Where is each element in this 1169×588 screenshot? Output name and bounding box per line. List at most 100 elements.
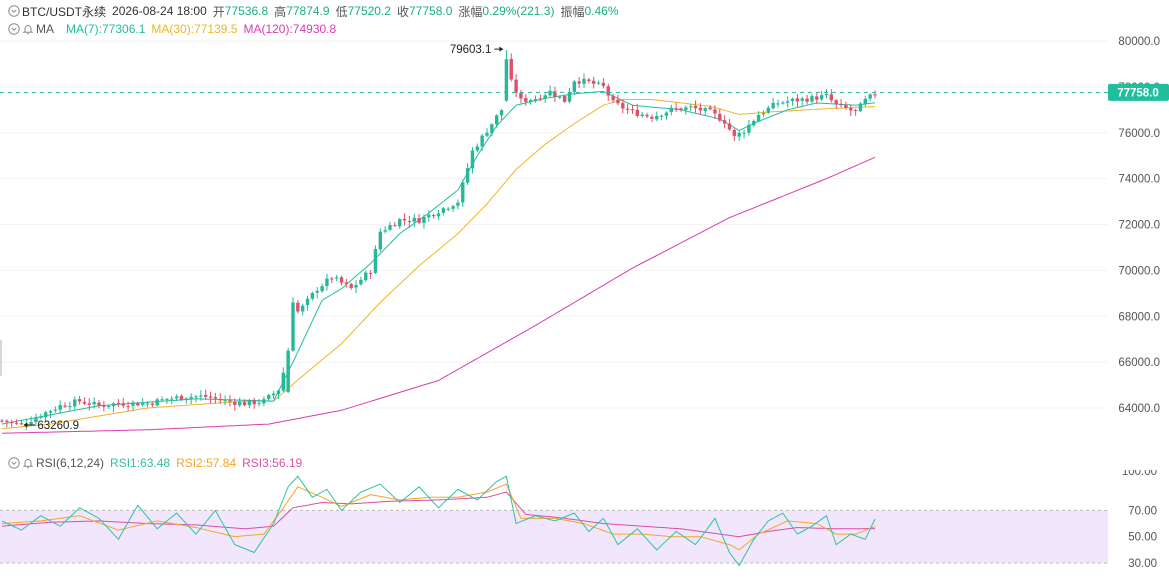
candle bbox=[170, 395, 174, 405]
candle bbox=[334, 274, 339, 282]
candle bbox=[223, 395, 227, 406]
candle-body bbox=[398, 219, 402, 227]
candle-body bbox=[39, 416, 43, 418]
circle-chevron-icon[interactable] bbox=[8, 457, 20, 469]
candle-body bbox=[514, 79, 518, 93]
rsi1-line bbox=[1, 475, 876, 567]
candle-body bbox=[781, 102, 785, 104]
candle-body bbox=[393, 225, 397, 227]
candle bbox=[73, 396, 77, 410]
candle bbox=[14, 419, 19, 425]
candle bbox=[451, 204, 455, 212]
candle bbox=[252, 397, 256, 409]
candle bbox=[742, 129, 746, 139]
candle-body bbox=[189, 396, 193, 399]
candle bbox=[388, 221, 392, 232]
candle bbox=[344, 278, 349, 288]
bell-icon[interactable] bbox=[22, 23, 34, 35]
candle bbox=[82, 397, 87, 406]
candle-body bbox=[121, 403, 125, 406]
candle bbox=[10, 419, 14, 428]
candle bbox=[0, 419, 4, 423]
candle-body bbox=[170, 398, 174, 400]
candle-body bbox=[325, 278, 329, 287]
candle bbox=[281, 367, 285, 393]
amplitude-label: 振幅 bbox=[560, 4, 585, 19]
candle bbox=[165, 397, 169, 405]
candle bbox=[267, 393, 271, 401]
candle-body bbox=[126, 406, 130, 408]
candle-body bbox=[863, 98, 867, 105]
candle bbox=[407, 215, 412, 228]
candle bbox=[320, 283, 324, 293]
circle-chevron-icon[interactable] bbox=[8, 5, 20, 17]
ma-legend: MA MA(7):77306.1 MA(30):77139.5 MA(120):… bbox=[0, 20, 342, 38]
candle bbox=[630, 104, 635, 115]
candle-body bbox=[548, 90, 552, 96]
price-axis-tick: 80000.0 bbox=[1118, 36, 1160, 48]
candle bbox=[97, 400, 101, 409]
candle bbox=[659, 114, 664, 121]
candle-body bbox=[107, 405, 111, 407]
candle bbox=[301, 303, 305, 316]
candle bbox=[727, 119, 732, 131]
low-label: 低 bbox=[335, 4, 348, 19]
candle-body bbox=[669, 107, 673, 112]
candle bbox=[819, 90, 824, 101]
bell-icon[interactable] bbox=[22, 457, 34, 469]
candle-body bbox=[485, 132, 489, 136]
candle-body bbox=[334, 277, 339, 279]
candle bbox=[533, 95, 538, 103]
candle bbox=[291, 297, 295, 352]
candle-body bbox=[713, 109, 717, 114]
candle bbox=[140, 398, 145, 407]
candle-body bbox=[29, 422, 33, 425]
candle-body bbox=[252, 399, 256, 405]
candle-body bbox=[577, 81, 581, 84]
candle-body bbox=[131, 402, 135, 406]
candle-body bbox=[68, 406, 72, 408]
candle bbox=[863, 95, 867, 107]
candle bbox=[393, 221, 397, 227]
candle bbox=[470, 147, 475, 174]
circle-chevron-icon[interactable] bbox=[8, 23, 20, 35]
price-axis-tick: 72000.0 bbox=[1118, 220, 1160, 232]
candle bbox=[475, 143, 479, 153]
price-axis-tick: 66000.0 bbox=[1118, 357, 1160, 369]
candle-body bbox=[679, 108, 683, 111]
change-label: 涨幅 bbox=[458, 4, 483, 19]
candle bbox=[228, 394, 232, 407]
candle-body bbox=[140, 403, 145, 405]
candle-body bbox=[465, 168, 470, 183]
candle bbox=[126, 401, 130, 411]
price-chart[interactable]: 80000.078000.076000.074000.072000.070000… bbox=[0, 0, 1169, 450]
candle-body bbox=[228, 400, 232, 402]
candle bbox=[693, 100, 698, 113]
candle bbox=[271, 390, 276, 399]
candle-body bbox=[233, 401, 237, 405]
candle-body bbox=[606, 86, 610, 96]
bar-time: 2026-08-24 18:00 bbox=[112, 4, 207, 18]
candle-body bbox=[509, 58, 513, 80]
candle bbox=[669, 104, 673, 116]
ma30-line bbox=[1, 99, 876, 430]
scroll-handle[interactable] bbox=[0, 340, 2, 376]
candle bbox=[572, 80, 576, 96]
change-value: 0.29%(221.3) bbox=[482, 4, 555, 18]
candle bbox=[509, 53, 513, 82]
candle-body bbox=[242, 401, 247, 406]
ma7-legend: MA(7):77306.1 bbox=[66, 22, 146, 36]
ma30-legend: MA(30):77139.5 bbox=[151, 22, 238, 36]
candle bbox=[107, 404, 111, 409]
candle-body bbox=[436, 213, 441, 217]
candle-body bbox=[82, 401, 87, 404]
candle-body bbox=[208, 396, 213, 398]
candle bbox=[815, 92, 819, 105]
rsi-chart[interactable]: 100.00 70.00 50.00 30.00 bbox=[0, 470, 1169, 588]
candle-body bbox=[708, 107, 712, 110]
close-label: 收 bbox=[396, 4, 409, 19]
candle-body bbox=[339, 277, 344, 283]
candle-body bbox=[761, 113, 766, 115]
candle-body bbox=[524, 98, 528, 102]
candle bbox=[858, 101, 863, 113]
